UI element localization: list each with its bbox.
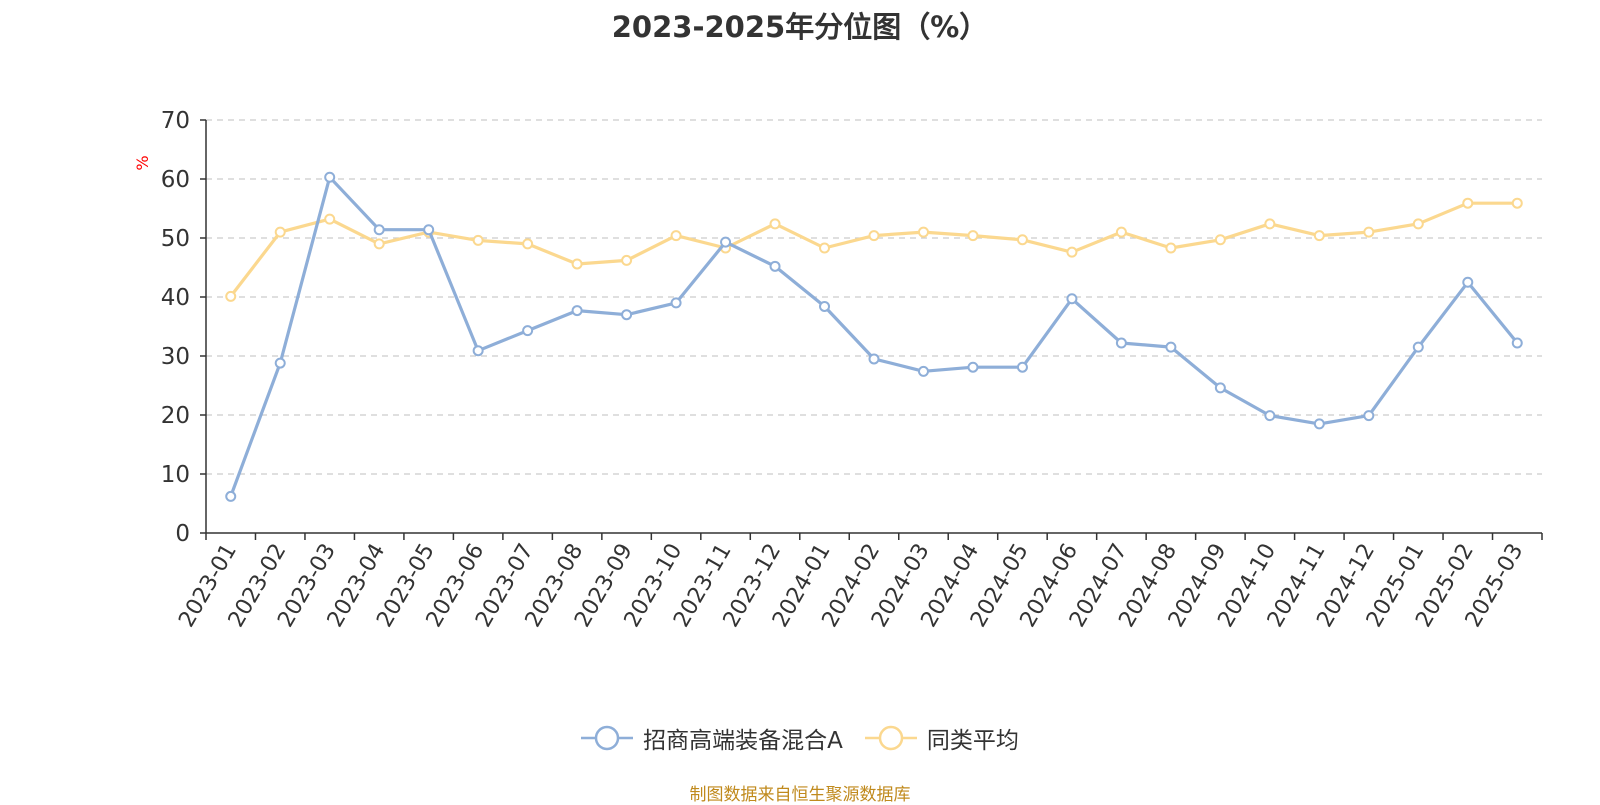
chart-title: 2023-2025年分位图（%） [611, 10, 989, 44]
y-axis-unit-label: % [133, 155, 152, 170]
data-point [917, 365, 929, 377]
legend: 招商高端装备混合A 同类平均 [0, 718, 1600, 758]
y-tick-label: 60 [161, 167, 190, 193]
data-point [1511, 337, 1523, 349]
data-point [1412, 218, 1424, 230]
data-point [225, 490, 237, 502]
data-point [274, 226, 286, 238]
legend-swatch [864, 725, 917, 751]
data-point [1066, 246, 1078, 258]
data-point [324, 171, 336, 183]
data-point [274, 357, 286, 369]
data-point [571, 305, 583, 317]
data-point [373, 238, 385, 250]
data-point [1066, 293, 1078, 305]
y-tick-label: 70 [161, 108, 190, 134]
axes: 0102030405060702023-012023-022023-032023… [161, 108, 1543, 632]
data-point [472, 345, 484, 357]
line-chart: 0102030405060702023-012023-022023-032023… [133, 108, 1543, 632]
y-tick-label: 20 [161, 403, 190, 429]
data-point [1264, 410, 1276, 422]
data-point [225, 290, 237, 302]
data-point [868, 230, 880, 242]
data-point [1165, 341, 1177, 353]
data-point [1016, 361, 1028, 373]
data-point [1214, 382, 1226, 394]
data-point [1363, 410, 1375, 422]
source-note: 制图数据来自恒生聚源数据库 [689, 785, 911, 805]
data-point [423, 224, 435, 236]
y-tick-label: 0 [175, 521, 190, 547]
data-point [819, 300, 831, 312]
data-point [1214, 234, 1226, 246]
legend-label: 同类平均 [926, 728, 1019, 754]
y-tick-label: 10 [161, 462, 190, 488]
data-point [472, 234, 484, 246]
data-point [769, 260, 781, 272]
data-point [720, 236, 732, 248]
data-point [1363, 226, 1375, 238]
legend-swatch [581, 725, 634, 751]
data-point [324, 213, 336, 225]
data-point [1115, 226, 1127, 238]
data-point [670, 297, 682, 309]
data-point [769, 218, 781, 230]
data-point [1462, 197, 1474, 209]
y-tick-label: 50 [161, 226, 190, 252]
data-point [1412, 341, 1424, 353]
data-point [917, 226, 929, 238]
legend-item[interactable]: 同类平均 [864, 721, 1019, 755]
data-point [1462, 276, 1474, 288]
y-axis-label: % [133, 155, 152, 170]
data-point [1115, 337, 1127, 349]
data-point [621, 254, 633, 266]
series-line [229, 201, 1518, 298]
data-point [868, 353, 880, 365]
legend-label: 招商高端装备混合A [643, 728, 843, 754]
data-point [819, 242, 831, 254]
data-point [522, 238, 534, 250]
series-lines [225, 171, 1523, 502]
y-tick-label: 40 [161, 285, 190, 311]
data-point [1165, 242, 1177, 254]
data-point [571, 258, 583, 270]
legend-item[interactable]: 招商高端装备混合A [581, 721, 843, 755]
data-point [621, 309, 633, 321]
data-point [967, 230, 979, 242]
data-point [670, 230, 682, 242]
data-point [373, 224, 385, 236]
data-point [1313, 230, 1325, 242]
data-point [522, 325, 534, 337]
data-point [1016, 234, 1028, 246]
data-point [967, 361, 979, 373]
data-point [1313, 418, 1325, 430]
series-line [229, 175, 1519, 497]
data-point [1264, 218, 1276, 230]
data-point [1511, 197, 1523, 209]
y-tick-label: 30 [161, 344, 190, 370]
